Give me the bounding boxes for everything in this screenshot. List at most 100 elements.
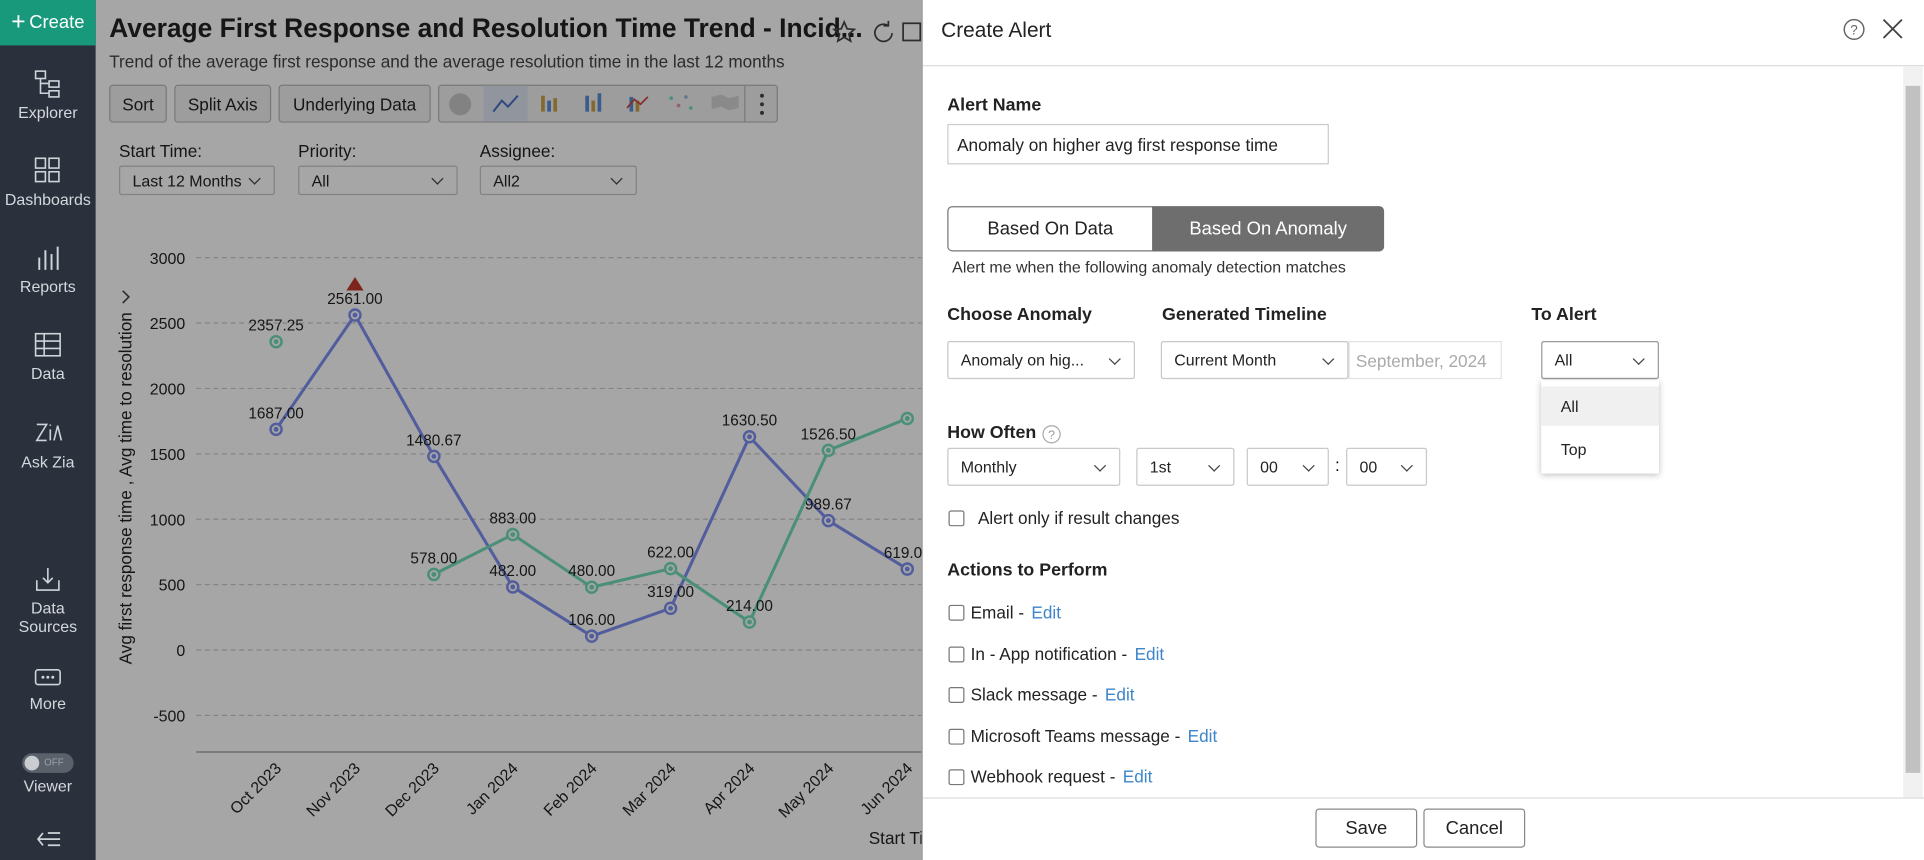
- icon: [34, 157, 60, 183]
- save-button[interactable]: Save: [1315, 808, 1418, 848]
- icon: [36, 568, 60, 591]
- help-icon[interactable]: [1843, 18, 1865, 40]
- scroll-thumb: [1905, 85, 1921, 773]
- data-point-core: [668, 566, 674, 572]
- refresh-icon: [874, 20, 893, 43]
- edit-link[interactable]: Edit: [1187, 726, 1218, 746]
- field-label: How Often: [947, 423, 1037, 443]
- data-point-core: [589, 633, 595, 639]
- chart-type-icons: [449, 85, 764, 122]
- nav-label: Dashboards: [4, 190, 91, 209]
- data-label: 482.00: [489, 563, 536, 580]
- checkbox[interactable]: [948, 510, 965, 527]
- data-label: 1687.00: [248, 405, 303, 422]
- data-label: 883.00: [489, 510, 536, 527]
- nav-label: More: [29, 694, 67, 713]
- field-label: Alert Name: [947, 95, 1042, 116]
- action-label: Slack message -: [970, 684, 1098, 705]
- data-label: 989.67: [805, 497, 852, 514]
- data-point-core: [825, 518, 831, 524]
- checkbox[interactable]: [948, 604, 965, 621]
- tab-based-on-anomaly[interactable]: Based On Anomaly: [1152, 206, 1385, 252]
- nav-reports[interactable]: Reports: [0, 243, 96, 296]
- icon: [34, 70, 60, 98]
- timeline-select[interactable]: Current Month: [1160, 341, 1349, 380]
- expand-chevron[interactable]: [122, 290, 130, 304]
- tab-based-on-data[interactable]: Based On Data: [947, 206, 1154, 252]
- nav-label: Ask Zia: [21, 452, 75, 472]
- data-point-core: [510, 532, 516, 537]
- create-button[interactable]: + Create: [0, 0, 96, 46]
- y-axis-label: Avg first response time , Avg time to re…: [115, 312, 135, 664]
- scrollbar: [1903, 66, 1923, 798]
- data-point-core: [589, 584, 595, 590]
- title-icons: [832, 19, 922, 43]
- anomaly-select[interactable]: Anomaly on hig...: [947, 341, 1136, 380]
- svg-text:?: ?: [1850, 22, 1858, 37]
- create-label: Create: [29, 12, 85, 34]
- edit-link[interactable]: Edit: [1031, 602, 1062, 622]
- svg-text:?: ?: [1048, 428, 1055, 442]
- checkbox[interactable]: [948, 646, 965, 662]
- icon: [38, 246, 59, 270]
- dropdown-option[interactable]: Top: [1560, 439, 1587, 459]
- data-point-core: [825, 447, 831, 453]
- viewer-toggle[interactable]: OFF: [22, 753, 74, 773]
- action-label: Email -: [970, 602, 1025, 622]
- data-point-core: [273, 426, 279, 432]
- minute-select[interactable]: 00: [1346, 447, 1428, 486]
- field-label: To Alert: [1531, 305, 1597, 326]
- plus-icon: +: [11, 8, 26, 36]
- header-divider: [922, 65, 1924, 67]
- split-axis-button[interactable]: Split Axis: [174, 84, 272, 123]
- y-tick-label: -500: [153, 709, 185, 726]
- time-separator: :: [1335, 455, 1340, 475]
- filter-label: Start Time:: [119, 141, 203, 161]
- nav-label: Data: [31, 364, 65, 383]
- data-point-core: [668, 605, 674, 611]
- nav-more[interactable]: More: [0, 665, 96, 713]
- data-point-core: [510, 584, 516, 590]
- viewer-label: Viewer: [23, 776, 73, 795]
- nav-data[interactable]: Data: [0, 330, 96, 383]
- close-icon[interactable]: [1882, 18, 1903, 39]
- nav-label: Explorer: [18, 103, 78, 122]
- to-alert-select[interactable]: All: [1541, 341, 1659, 380]
- nav-dashboards[interactable]: Dashboards: [0, 156, 96, 209]
- edit-link[interactable]: Edit: [1134, 643, 1165, 664]
- edit-link[interactable]: Edit: [1122, 767, 1153, 787]
- hour-select[interactable]: 00: [1246, 447, 1329, 486]
- underlying-data-button[interactable]: Underlying Data: [278, 84, 431, 123]
- data-label: 2357.25: [248, 318, 303, 335]
- collapse-icon[interactable]: [36, 831, 63, 848]
- y-tick-label: 2000: [150, 382, 186, 399]
- nav-explorer[interactable]: Explorer: [0, 69, 96, 122]
- edit-link[interactable]: Edit: [1104, 684, 1135, 705]
- field-label: Choose Anomaly: [947, 305, 1092, 326]
- nav-data-sources[interactable]: Data Sources: [0, 564, 96, 635]
- nav-ask-zia[interactable]: Ask Zia: [0, 418, 96, 471]
- icon: [34, 669, 61, 686]
- data-label: 578.00: [410, 550, 457, 567]
- panel-title: Create Alert: [941, 18, 1052, 42]
- icon: [35, 423, 63, 442]
- filter-select[interactable]: Last 12 Months: [119, 165, 275, 196]
- filter-select[interactable]: All: [298, 165, 458, 196]
- alert-name-input[interactable]: Anomaly on higher avg first response tim…: [947, 123, 1329, 165]
- frequency-select[interactable]: Monthly: [947, 447, 1121, 486]
- toggle-knob: [24, 755, 40, 771]
- day-select[interactable]: 1st: [1136, 447, 1235, 486]
- checkbox[interactable]: [948, 687, 965, 704]
- filter-select[interactable]: All2: [479, 165, 637, 196]
- checkbox-label: Alert only if result changes: [977, 507, 1180, 528]
- action-row: Slack message - Edit: [971, 685, 1135, 705]
- sort-button[interactable]: Sort: [109, 84, 167, 123]
- checkbox[interactable]: [948, 769, 965, 786]
- cancel-button[interactable]: Cancel: [1423, 808, 1526, 848]
- nav-label: Reports: [19, 277, 76, 296]
- checkbox[interactable]: [948, 728, 965, 745]
- dropdown-option[interactable]: All: [1541, 386, 1659, 426]
- filter-label: Priority:: [298, 141, 357, 161]
- data-point-core: [904, 566, 910, 572]
